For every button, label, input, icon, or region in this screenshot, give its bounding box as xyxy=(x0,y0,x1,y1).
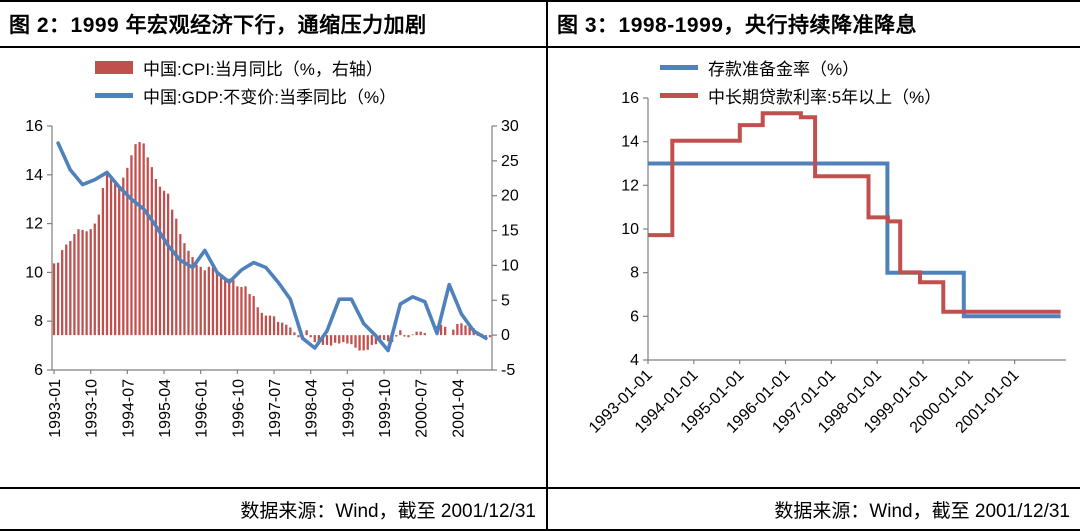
svg-text:12: 12 xyxy=(25,216,43,233)
cpi-bar-swatch xyxy=(95,61,133,74)
panel-chart2: 图 2：1999 年宏观经济下行，通缩压力加剧 中国:CPI:当月同比（%，右轴… xyxy=(0,2,546,529)
svg-text:10: 10 xyxy=(501,257,519,274)
svg-text:12: 12 xyxy=(621,177,639,194)
svg-text:15: 15 xyxy=(501,223,519,240)
chart2-title-row: 图 2：1999 年宏观经济下行，通缩压力加剧 xyxy=(0,2,546,48)
chart2-x-labels: 1993-01 1993-10 1994-07 1995-04 1996-01 1996-… xyxy=(47,379,467,438)
chart2-footer-row: 数据来源：Wind，截至 2001/12/31 xyxy=(0,487,546,529)
svg-text:10: 10 xyxy=(621,221,639,238)
svg-text:1999-01: 1999-01 xyxy=(340,379,357,438)
chart3-x-labels: 1993-01-011994-01-011995-01-011996-01-01… xyxy=(586,367,1023,437)
svg-text:6: 6 xyxy=(630,308,639,325)
svg-text:0: 0 xyxy=(501,327,510,344)
svg-text:16: 16 xyxy=(25,118,43,135)
svg-text:14: 14 xyxy=(621,134,639,151)
svg-text:1999-10: 1999-10 xyxy=(377,379,394,438)
legend-item-loanrate: 中长期贷款利率:5年以上（%） xyxy=(660,83,941,108)
svg-text:25: 25 xyxy=(501,153,519,170)
chart2-right-axis-labels: -5 0 5 10 15 20 25 30 xyxy=(501,118,519,379)
chart3-title: 图 3：1998-1999，央行持续降准降息 xyxy=(557,14,917,37)
panel-chart3: 图 3：1998-1999，央行持续降准降息 存款准备金率（%） 中长期贷款利率… xyxy=(548,2,1080,529)
svg-text:1993-01: 1993-01 xyxy=(47,379,64,438)
gdp-line-swatch xyxy=(95,93,133,98)
svg-text:1993-10: 1993-10 xyxy=(84,379,101,438)
svg-text:8: 8 xyxy=(34,313,43,330)
chart2-axes xyxy=(47,125,497,374)
svg-text:5: 5 xyxy=(501,292,510,309)
chart3-title-row: 图 3：1998-1999，央行持续降准降息 xyxy=(548,2,1080,48)
chart2-source-note: 数据来源：Wind，截至 2001/12/31 xyxy=(240,500,536,522)
svg-text:4: 4 xyxy=(630,352,639,369)
panel-divider xyxy=(546,2,548,529)
chart2-left-axis-labels: 6 8 10 12 14 16 xyxy=(25,118,43,379)
chart3-area: 存款准备金率（%） 中长期贷款利率:5年以上（%） 4 6 8 10 12 14 16 199… xyxy=(548,48,1080,487)
svg-text:-5: -5 xyxy=(501,362,515,379)
chart2-legend: 中国:CPI:当月同比（%，右轴） 中国:GDP:不变价:当季同比（%） xyxy=(95,55,396,108)
legend-item-rrr: 存款准备金率（%） xyxy=(660,55,941,80)
legend-label-rrr: 存款准备金率（%） xyxy=(708,60,860,79)
legend-label-loanrate: 中长期贷款利率:5年以上（%） xyxy=(708,88,942,107)
chart3-legend: 存款准备金率（%） 中长期贷款利率:5年以上（%） xyxy=(660,55,941,108)
svg-text:14: 14 xyxy=(25,167,43,184)
rrr-step-line xyxy=(648,161,1061,319)
svg-text:2001-04: 2001-04 xyxy=(450,379,467,438)
loanrate-line-swatch xyxy=(660,93,698,98)
svg-text:1997-07: 1997-07 xyxy=(267,379,284,438)
svg-text:1994-07: 1994-07 xyxy=(120,379,137,438)
chart3-axes xyxy=(643,97,1066,364)
svg-text:20: 20 xyxy=(501,188,519,205)
chart3-plot: 4 6 8 10 12 14 16 1993-01-011994-01-011995-01-0… xyxy=(586,90,1066,437)
loanrate-step-line xyxy=(648,111,1061,314)
chart3-source-note: 数据来源：Wind，截至 2001/12/31 xyxy=(774,500,1070,522)
svg-text:6: 6 xyxy=(34,362,43,379)
chart2-title: 图 2：1999 年宏观经济下行，通缩压力加剧 xyxy=(9,14,427,37)
legend-label-cpi: 中国:CPI:当月同比（%，右轴） xyxy=(143,60,383,79)
svg-text:1998-04: 1998-04 xyxy=(304,379,321,438)
chart3-footer-row: 数据来源：Wind，截至 2001/12/31 xyxy=(548,487,1080,529)
svg-text:16: 16 xyxy=(621,90,639,107)
rrr-line-swatch xyxy=(660,65,698,70)
svg-text:1995-04: 1995-04 xyxy=(157,379,174,438)
chart2-area: 中国:CPI:当月同比（%，右轴） 中国:GDP:不变价:当季同比（%） 6 8 1… xyxy=(0,48,546,487)
svg-text:30: 30 xyxy=(501,118,519,135)
svg-text:10: 10 xyxy=(25,264,43,281)
legend-label-gdp: 中国:GDP:不变价:当季同比（%） xyxy=(143,88,397,107)
chart3-y-axis-labels: 4 6 8 10 12 14 16 xyxy=(621,90,639,369)
legend-item-gdp: 中国:GDP:不变价:当季同比（%） xyxy=(95,83,396,108)
legend-item-cpi: 中国:CPI:当月同比（%，右轴） xyxy=(95,55,396,80)
svg-text:2000-07: 2000-07 xyxy=(414,379,431,438)
gdp-line xyxy=(56,141,488,353)
svg-text:1996-10: 1996-10 xyxy=(230,379,247,438)
svg-text:8: 8 xyxy=(630,265,639,282)
svg-text:1996-01: 1996-01 xyxy=(194,379,211,438)
cpi-bars xyxy=(52,142,492,351)
